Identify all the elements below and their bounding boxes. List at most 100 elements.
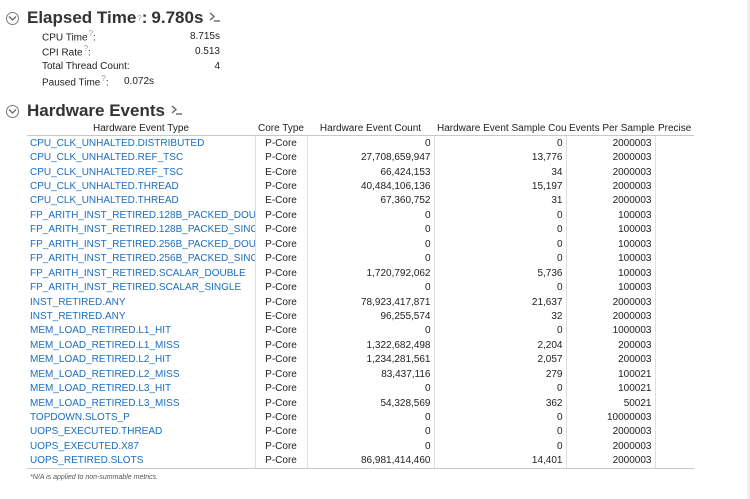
chevron-down-icon[interactable] [6, 104, 19, 118]
help-icon[interactable]: ? [88, 29, 94, 39]
event-type-link[interactable]: INST_RETIRED.ANY [27, 309, 256, 324]
core-type-cell: E-Core [255, 309, 308, 324]
table-row[interactable]: FP_ARITH_INST_RETIRED.SCALAR_SINGLE P-Cor… [27, 280, 694, 295]
event-type-link[interactable]: MEM_LOAD_RETIRED.L1_MISS [27, 338, 256, 353]
event-type-link[interactable]: UOPS_EXECUTED.THREAD [27, 424, 256, 440]
sample-count-cell: 0 [434, 135, 567, 151]
event-count-cell: 1,720,792,062 [307, 265, 435, 281]
sample-count-cell: 14,401 [434, 453, 567, 470]
column-header[interactable]: Hardware Event Type [27, 121, 255, 136]
elapsed-time-value: 9.780s [151, 8, 204, 27]
table-row[interactable]: FP_ARITH_INST_RETIRED.128B_PACKED_DOUBLE… [27, 208, 694, 223]
help-icon[interactable]: ? [101, 74, 106, 84]
table-row[interactable]: INST_RETIRED.ANY E-Core 96,255,574 32 200000… [27, 309, 694, 324]
table-row[interactable]: CPU_CLK_UNHALTED.REF_TSC E-Core 66,424,153… [27, 164, 694, 180]
table-row[interactable]: MEM_LOAD_RETIRED.L2_MISS P-Core 83,437,116… [27, 367, 694, 382]
terminal-prompt-icon[interactable] [171, 102, 183, 120]
table-row[interactable]: MEM_LOAD_RETIRED.L3_MISS P-Core 54,328,569… [27, 395, 694, 411]
sample-count-cell: 0 [434, 323, 567, 339]
table-row[interactable]: MEM_LOAD_RETIRED.L3_HIT P-Core 0 0 100021 [27, 381, 694, 396]
column-header[interactable]: Hardware Event Sample Count [434, 121, 566, 136]
table-row[interactable]: FP_ARITH_INST_RETIRED.128B_PACKED_SINGLE… [27, 222, 694, 238]
column-header[interactable]: Events Per Sample [566, 121, 655, 136]
table-row[interactable]: INST_RETIRED.ANY P-Core 78,923,417,871 21,6… [27, 294, 694, 310]
metric-label: CPU Time [42, 32, 88, 44]
event-type-link[interactable]: CPU_CLK_UNHALTED.DISTRIBUTED [27, 135, 256, 151]
event-type-link[interactable]: UOPS_EXECUTED.X87 [27, 439, 256, 454]
table-row[interactable]: MEM_LOAD_RETIRED.L1_HIT P-Core 0 0 1000003 [27, 323, 694, 339]
elapsed-separator: : [141, 8, 148, 27]
event-type-link[interactable]: CPU_CLK_UNHALTED.THREAD [27, 193, 256, 209]
event-type-link[interactable]: CPU_CLK_UNHALTED.REF_TSC [27, 150, 256, 165]
table-row[interactable]: UOPS_EXECUTED.THREAD P-Core 0 0 2000003 [27, 424, 694, 440]
events-per-sample-cell: 2000003 [566, 424, 656, 440]
event-type-link[interactable]: FP_ARITH_INST_RETIRED.SCALAR_SINGLE [27, 280, 256, 295]
table-row[interactable]: FP_ARITH_INST_RETIRED.256B_PACKED_SINGLE… [27, 251, 694, 266]
column-header[interactable]: Hardware Event Count [307, 121, 434, 136]
events-per-sample-cell: 100003 [566, 222, 656, 238]
events-per-sample-cell: 100003 [566, 265, 656, 281]
vertical-scrollbar[interactable] [747, 0, 750, 499]
events-per-sample-cell: 100003 [566, 237, 656, 252]
event-count-cell: 40,484,106,136 [307, 179, 435, 194]
help-icon[interactable]: ? [137, 13, 142, 23]
table-row[interactable]: CPU_CLK_UNHALTED.DISTRIBUTED P-Core 0 0 2000… [27, 135, 694, 151]
help-icon[interactable]: ? [83, 44, 89, 54]
terminal-prompt-icon[interactable] [209, 9, 221, 27]
event-count-cell: 0 [307, 424, 435, 440]
precise-cell [655, 453, 694, 470]
event-type-link[interactable]: TOPDOWN.SLOTS_P [27, 410, 256, 425]
metric-value: 0.513 [194, 46, 220, 57]
core-type-cell: P-Core [255, 251, 308, 266]
table-row[interactable]: CPU_CLK_UNHALTED.THREAD P-Core 40,484,106,… [27, 179, 694, 194]
sample-count-cell: 0 [434, 439, 567, 454]
table-row[interactable]: TOPDOWN.SLOTS_P P-Core 0 0 10000003 [27, 410, 694, 425]
core-type-cell: P-Core [255, 439, 308, 454]
metric-paused-time: Paused Time?: 0.072s [42, 74, 154, 89]
sample-count-cell: 0 [434, 424, 567, 440]
metric-value: 4 [214, 61, 220, 72]
sample-count-cell: 0 [434, 410, 567, 425]
event-count-cell: 83,437,116 [307, 367, 435, 382]
table-row[interactable]: MEM_LOAD_RETIRED.L1_MISS P-Core 1,322,682,… [27, 338, 694, 353]
event-type-link[interactable]: FP_ARITH_INST_RETIRED.256B_PACKED_DOUBLE [27, 237, 256, 252]
table-row[interactable]: UOPS_RETIRED.SLOTS P-Core 86,981,414,460 14… [27, 453, 694, 470]
event-type-link[interactable]: MEM_LOAD_RETIRED.L3_HIT [27, 381, 256, 396]
sample-count-cell: 21,637 [434, 294, 567, 310]
event-type-link[interactable]: FP_ARITH_INST_RETIRED.128B_PACKED_SINGLE [27, 222, 256, 238]
event-type-link[interactable]: UOPS_RETIRED.SLOTS [27, 453, 256, 470]
table-row[interactable]: MEM_LOAD_RETIRED.L2_HIT P-Core 1,234,281,5… [27, 352, 694, 367]
core-type-cell: P-Core [255, 208, 308, 223]
precise-cell [655, 396, 694, 410]
event-type-link[interactable]: CPU_CLK_UNHALTED.REF_TSC [27, 164, 256, 180]
column-header[interactable]: Core Type [255, 121, 307, 136]
event-type-link[interactable]: MEM_LOAD_RETIRED.L2_HIT [27, 352, 256, 367]
event-count-cell: 0 [307, 410, 435, 425]
precise-cell [655, 425, 694, 439]
core-type-cell: P-Core [255, 323, 308, 339]
event-type-link[interactable]: FP_ARITH_INST_RETIRED.SCALAR_DOUBLE [27, 265, 256, 281]
column-header[interactable]: Precise [655, 121, 694, 136]
table-row[interactable]: UOPS_EXECUTED.X87 P-Core 0 0 2000003 [27, 439, 694, 454]
event-type-link[interactable]: CPU_CLK_UNHALTED.THREAD [27, 179, 256, 194]
table-row[interactable]: CPU_CLK_UNHALTED.REF_TSC P-Core 27,708,659… [27, 150, 694, 165]
table-row[interactable]: FP_ARITH_INST_RETIRED.SCALAR_DOUBLE P-Cor… [27, 265, 694, 281]
event-type-link[interactable]: MEM_LOAD_RETIRED.L2_MISS [27, 367, 256, 382]
event-count-cell: 67,360,752 [307, 193, 435, 209]
event-type-link[interactable]: FP_ARITH_INST_RETIRED.256B_PACKED_SINGLE [27, 251, 256, 266]
core-type-cell: E-Core [255, 164, 308, 180]
event-type-link[interactable]: MEM_LOAD_RETIRED.L3_MISS [27, 395, 256, 411]
event-type-link[interactable]: INST_RETIRED.ANY [27, 294, 256, 310]
footnote: *N/A is applied to non-summable metrics. [30, 474, 159, 481]
table-row[interactable]: FP_ARITH_INST_RETIRED.256B_PACKED_DOUBLE… [27, 237, 694, 252]
events-per-sample-cell: 100021 [566, 367, 656, 382]
chevron-down-icon[interactable] [6, 11, 19, 25]
precise-cell [655, 136, 694, 151]
table-row[interactable]: CPU_CLK_UNHALTED.THREAD E-Core 67,360,752 3… [27, 193, 694, 209]
event-type-link[interactable]: FP_ARITH_INST_RETIRED.128B_PACKED_DOUBLE [27, 208, 256, 223]
core-type-cell: P-Core [255, 424, 308, 440]
core-type-cell: P-Core [255, 367, 308, 382]
metric-label-suffix: : [93, 32, 96, 44]
event-type-link[interactable]: MEM_LOAD_RETIRED.L1_HIT [27, 323, 256, 339]
events-per-sample-cell: 2000003 [566, 135, 656, 151]
